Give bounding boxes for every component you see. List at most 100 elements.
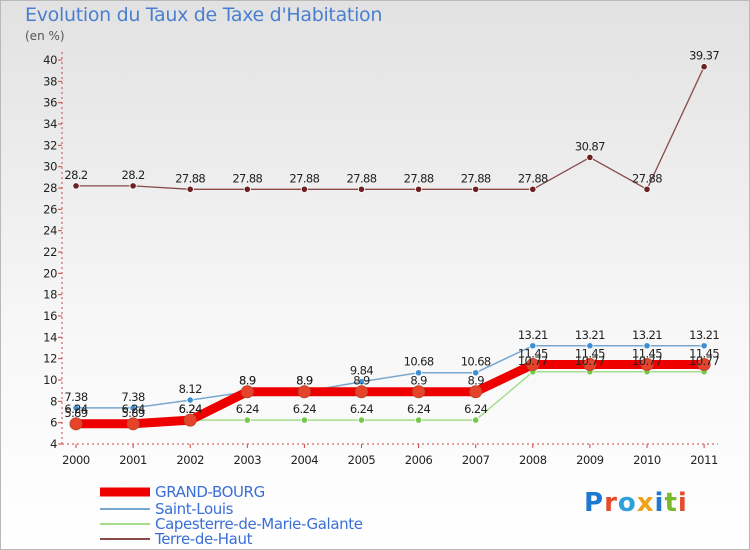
data-label: 27.88 xyxy=(404,171,434,185)
y-tick-label: 24 xyxy=(43,224,57,238)
y-tick-label: 30 xyxy=(43,160,57,174)
data-label: 27.88 xyxy=(347,171,377,185)
data-label: 8.9 xyxy=(410,374,427,388)
data-point xyxy=(243,185,251,193)
data-point xyxy=(643,185,651,193)
legend-entry: Capesterre-de-Marie-Galante xyxy=(155,515,363,533)
data-label: 8.9 xyxy=(239,374,256,388)
legend-entry: GRAND-BOURG xyxy=(155,483,265,501)
data-label: 8.9 xyxy=(467,374,484,388)
y-tick-label: 40 xyxy=(43,53,57,67)
data-point xyxy=(414,369,423,377)
data-point xyxy=(700,63,708,71)
data-point xyxy=(643,342,651,350)
data-label: 8.9 xyxy=(239,374,256,388)
y-tick-label: 6 xyxy=(50,416,57,430)
data-label: 5.89 xyxy=(121,406,144,420)
y-tick-label: 28 xyxy=(43,181,57,195)
logo-letter: o xyxy=(617,488,637,518)
data-point xyxy=(472,369,480,377)
data-labels: 28.2 28.2 27.88 27.88 27.88 27.88 27.88 27.88 27… xyxy=(64,49,720,420)
y-tick-label: 4 xyxy=(50,437,57,451)
y-tick-label: 16 xyxy=(43,309,57,323)
data-point xyxy=(300,416,308,424)
y-tick-label: 14 xyxy=(43,330,57,344)
data-label: 8.12 xyxy=(179,382,202,396)
data-label: 6.24 xyxy=(293,402,316,416)
x-tick-label: 2006 xyxy=(405,453,433,467)
data-label: 13.21 xyxy=(518,328,548,342)
y-tick-label: 8 xyxy=(50,394,57,408)
data-label: 7.38 xyxy=(121,390,144,404)
data-point xyxy=(357,416,366,424)
data-label: 6.24 xyxy=(179,402,202,416)
x-tick-label: 2007 xyxy=(462,453,490,467)
data-point xyxy=(186,396,194,404)
data-point xyxy=(640,358,654,372)
data-label: 28.2 xyxy=(64,168,87,182)
data-label: 8.9 xyxy=(353,374,370,388)
series-line-3 xyxy=(76,66,705,190)
logo-letter: P xyxy=(584,488,605,518)
data-label: 5.89 xyxy=(64,406,87,420)
data-label: 10.77 xyxy=(689,354,719,368)
data-label: 27.88 xyxy=(289,171,319,185)
data-label: 27.88 xyxy=(632,171,662,185)
proxiti-logo: Proxiti xyxy=(584,488,688,518)
data-label: 10.77 xyxy=(632,354,662,368)
data-label: 11.45 xyxy=(632,347,662,361)
logo-letter: t xyxy=(664,488,678,518)
data-point xyxy=(72,404,80,412)
data-label: 6.24 xyxy=(179,402,202,416)
data-point xyxy=(300,185,308,193)
y-axis-unit: (en %) xyxy=(25,29,65,43)
x-tick-label: 2004 xyxy=(291,453,319,467)
data-label: 10.77 xyxy=(575,354,605,368)
data-point xyxy=(472,416,480,424)
series-line-0 xyxy=(76,360,705,429)
legend-entry: Terre-de-Haut xyxy=(154,530,253,548)
y-tick-label: 38 xyxy=(43,74,57,88)
data-label: 13.21 xyxy=(689,328,719,342)
logo-letter: i xyxy=(677,488,688,518)
y-tick-label: 22 xyxy=(43,245,57,259)
x-tick-label: 2008 xyxy=(519,453,547,467)
data-point xyxy=(414,416,423,424)
data-label: 27.88 xyxy=(175,171,205,185)
data-point xyxy=(529,342,537,350)
x-tick-label: 2003 xyxy=(233,453,261,467)
data-label: 39.37 xyxy=(689,49,719,63)
data-label: 13.21 xyxy=(632,328,662,342)
data-label: 11.45 xyxy=(518,347,548,361)
data-point xyxy=(583,358,597,372)
data-point xyxy=(700,342,708,350)
data-point xyxy=(240,385,254,399)
data-label: 6.24 xyxy=(407,402,430,416)
data-point xyxy=(183,413,197,427)
legend: GRAND-BOURGSaint-LouisCapesterre-de-Mari… xyxy=(100,483,363,548)
data-label: 7.38 xyxy=(64,390,87,404)
data-point xyxy=(357,185,366,193)
data-point xyxy=(297,385,311,399)
data-point xyxy=(469,385,483,399)
data-point xyxy=(414,185,423,193)
data-point xyxy=(697,358,711,372)
y-tick-label: 18 xyxy=(43,288,57,302)
series-line-1 xyxy=(76,345,705,409)
data-point xyxy=(526,358,540,372)
data-label: 10.77 xyxy=(518,354,548,368)
y-tick-label: 34 xyxy=(43,117,57,131)
y-tick-label: 36 xyxy=(43,96,57,110)
data-point xyxy=(357,378,366,386)
x-tick-label: 2011 xyxy=(690,453,718,467)
chart-title: Evolution du Taux de Taxe d'Habitation xyxy=(25,4,383,26)
data-label: 27.88 xyxy=(232,171,262,185)
x-tick-label: 2002 xyxy=(176,453,204,467)
data-point xyxy=(186,185,194,193)
data-label: 6.24 xyxy=(464,402,487,416)
data-label: 11.45 xyxy=(689,347,719,361)
data-point xyxy=(412,385,426,399)
series-lines xyxy=(69,63,711,431)
data-label: 6.24 xyxy=(121,402,144,416)
